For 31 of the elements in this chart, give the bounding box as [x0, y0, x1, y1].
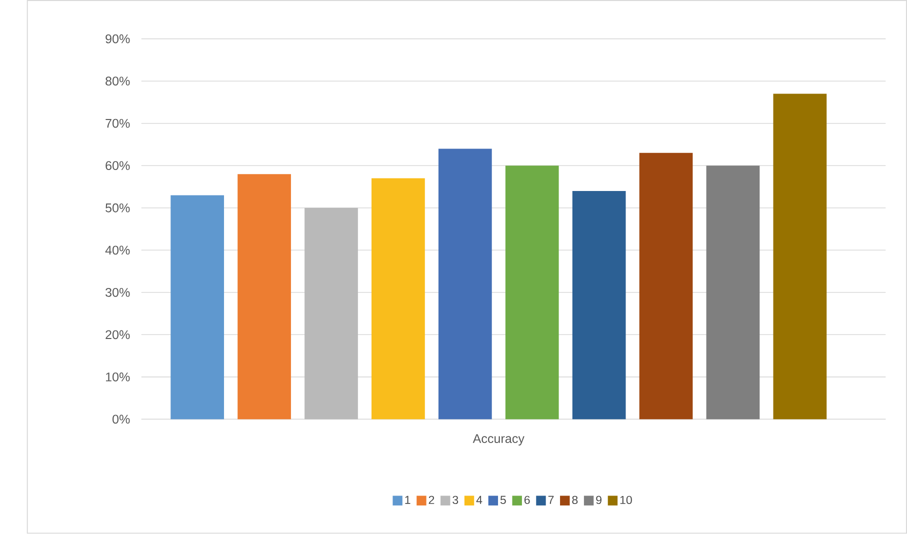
y-tick-label: 40%	[105, 246, 130, 255]
legend-label: 4	[476, 496, 482, 504]
y-tick-label: 80%	[106, 76, 130, 86]
legend-label: 2	[428, 496, 434, 504]
bar	[238, 174, 291, 420]
y-tick-label: 10%	[106, 372, 130, 382]
x-tick-label: Accuracy	[472, 434, 524, 446]
y-tick-label: 60%	[106, 161, 130, 170]
legend-label: 7	[548, 496, 554, 504]
y-tick-label: 90%	[106, 34, 130, 44]
bar	[438, 148, 492, 420]
y-tick-label: 30%	[106, 288, 130, 297]
legend-label: 1	[405, 496, 410, 504]
bar	[572, 191, 626, 420]
y-tick-label: 70%	[106, 119, 130, 128]
legend-label: 6	[524, 496, 530, 504]
legend-label: 10	[620, 496, 632, 504]
bar	[372, 178, 425, 420]
bar	[639, 153, 693, 420]
legend-label: 5	[500, 496, 506, 504]
y-tick-label: 50%	[106, 204, 130, 212]
bar	[170, 195, 224, 420]
legend-label: 8	[572, 496, 578, 504]
bar	[505, 166, 559, 420]
bar	[304, 208, 358, 420]
y-tick-label: 0%	[112, 414, 130, 424]
bar	[706, 166, 760, 420]
bar	[773, 94, 827, 420]
y-tick-label: 20%	[106, 330, 130, 340]
legend-label: 9	[596, 496, 602, 504]
legend-label: 3	[452, 496, 458, 504]
